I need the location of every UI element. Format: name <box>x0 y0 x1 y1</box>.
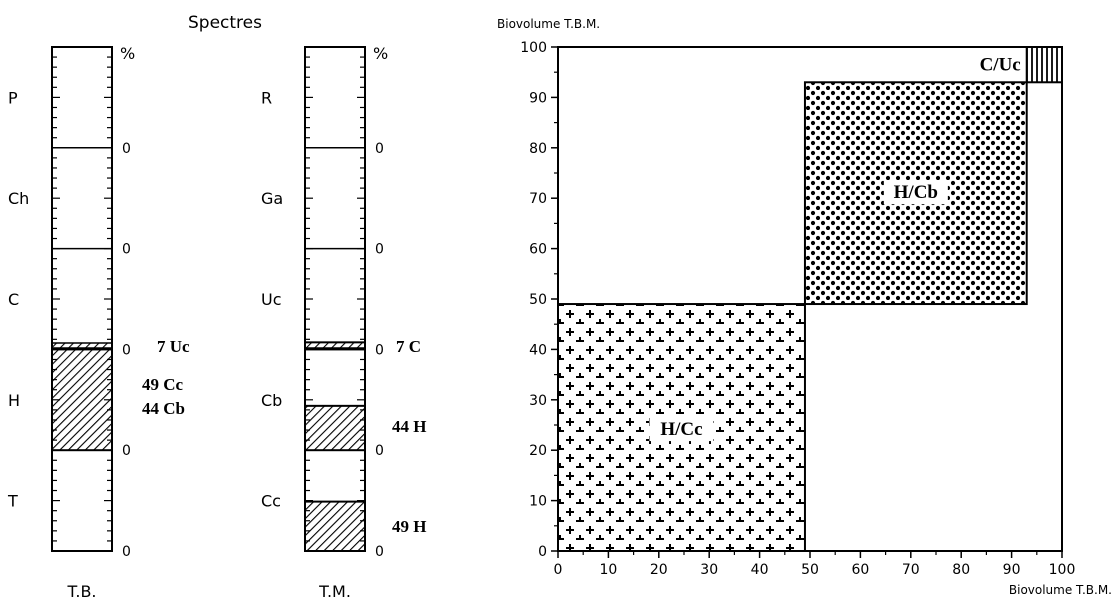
zero-label: 0 <box>375 141 384 157</box>
column-frame <box>304 46 366 552</box>
zero-label: 0 <box>122 544 131 560</box>
annotation-label: 7 Uc <box>157 337 190 356</box>
class-label-r: R <box>261 88 272 107</box>
y-tick-label: 40 <box>529 342 547 358</box>
zero-label: 0 <box>122 141 131 157</box>
x-tick-label: 90 <box>1003 562 1021 578</box>
x-tick-label: 70 <box>902 562 920 578</box>
zero-label: 0 <box>122 443 131 459</box>
y-tick-label: 70 <box>529 191 547 207</box>
annotation-label: 49 Cc <box>142 375 184 394</box>
column-frame <box>51 46 113 552</box>
percent-label: % <box>373 44 388 63</box>
zero-label: 0 <box>375 443 384 459</box>
block-c-uc <box>1025 46 1063 84</box>
zero-label: 0 <box>375 242 384 258</box>
percent-label: % <box>120 44 135 63</box>
class-label-c: C <box>8 290 19 309</box>
block-label: H/Cb <box>894 182 938 203</box>
segment-bar-h <box>51 348 113 452</box>
x-tick-label: 0 <box>554 562 563 578</box>
block-label-background <box>883 180 948 205</box>
class-label-p: P <box>8 88 18 107</box>
class-label-ch: Ch <box>8 189 29 208</box>
y-axis-label: Biovolume T.B.M. <box>497 17 600 31</box>
y-tick-label: 90 <box>529 90 547 106</box>
zero-label: 0 <box>122 342 131 358</box>
segment-bar-cb <box>304 404 366 452</box>
block-label-background <box>962 52 1023 77</box>
y-tick-label: 60 <box>529 242 547 258</box>
zero-label: 0 <box>375 342 384 358</box>
block-label: C/Uc <box>980 55 1021 76</box>
annotation-label: 44 Cb <box>142 399 185 418</box>
column-name-label: T.M. <box>318 582 351 601</box>
x-tick-label: 10 <box>599 562 617 578</box>
x-tick-label: 30 <box>700 562 718 578</box>
annotation-label: 7 C <box>396 337 421 356</box>
y-tick-label: 30 <box>529 393 547 409</box>
annotation-label: 44 H <box>392 417 426 436</box>
annotation-label: 49 H <box>392 517 426 536</box>
x-axis-label: Biovolume T.B.M. <box>1009 583 1112 597</box>
class-label-uc: Uc <box>261 290 282 309</box>
column-name-label: T.B. <box>66 582 96 601</box>
y-tick-label: 20 <box>529 443 547 459</box>
class-label-cc: Cc <box>261 492 281 511</box>
block-label-background <box>649 417 714 442</box>
spectrum-column-tb: P 0 Ch 0 C 0 H 0 T 0% T.B. 7 Uc 49 Cc 44 Cb <box>7 44 190 601</box>
x-tick-label: 50 <box>801 562 819 578</box>
y-tick-label: 50 <box>529 292 547 308</box>
y-tick-label: 80 <box>529 141 547 157</box>
y-tick-label: 10 <box>529 494 547 510</box>
zero-label: 0 <box>375 544 384 560</box>
segment-bar-cc <box>304 500 366 552</box>
segment-bar-uc-strip <box>51 342 113 349</box>
spectra-title: Spectres <box>188 13 262 33</box>
class-label-h: H <box>8 391 20 410</box>
x-tick-label: 20 <box>650 562 668 578</box>
y-tick-label: 0 <box>538 544 547 560</box>
x-tick-label: 80 <box>952 562 970 578</box>
x-tick-label: 100 <box>1049 562 1076 578</box>
spectrum-column-tm: R 0 Ga 0 Uc 0 Cb 0 Cc 0% T.M. 7 C 44 H 49 H <box>261 44 426 601</box>
zero-label: 0 <box>122 242 131 258</box>
x-tick-label: 40 <box>751 562 769 578</box>
block-label: H/Cc <box>660 419 702 440</box>
biovolume-mosaic-chart: H/Cc H/Cb C/Uc 0 10 20 30 40 50 60 70 80 90 100 0 10 20 3… <box>497 17 1112 597</box>
y-tick-label: 100 <box>520 40 547 56</box>
class-label-t: T <box>7 492 18 511</box>
x-tick-label: 60 <box>851 562 869 578</box>
class-label-cb: Cb <box>261 391 282 410</box>
class-label-ga: Ga <box>261 189 283 208</box>
